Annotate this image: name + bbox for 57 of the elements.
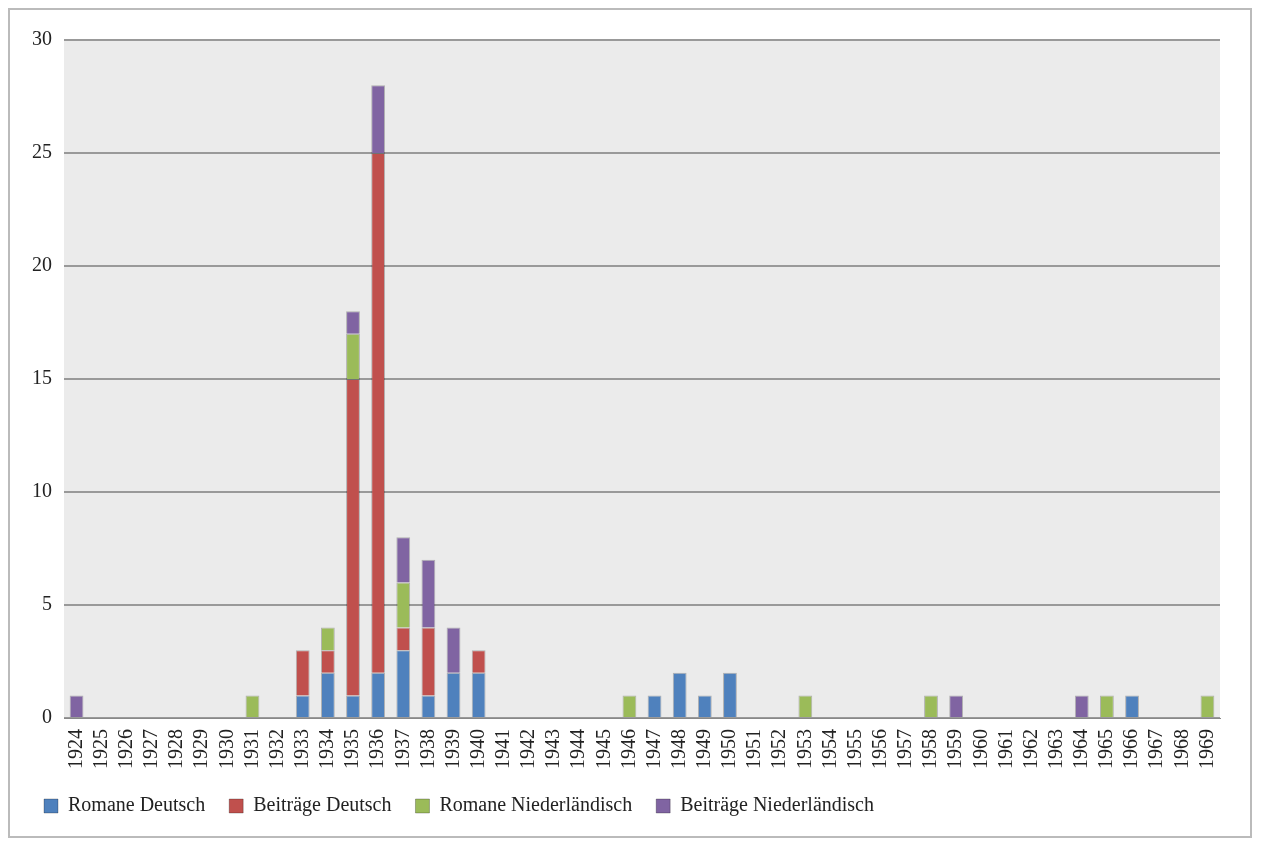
x-tick-label: 1939 xyxy=(440,729,463,769)
x-tick-label: 1937 xyxy=(390,729,413,769)
x-tick-label: 1943 xyxy=(541,729,564,769)
x-tick-label: 1945 xyxy=(591,729,614,769)
legend-label: Romane Deutsch xyxy=(68,793,206,816)
x-tick-label: 1944 xyxy=(566,729,589,769)
x-tick-label: 1956 xyxy=(867,729,890,769)
y-tick-label: 0 xyxy=(42,705,52,728)
x-tick-label: 1964 xyxy=(1069,729,1092,769)
y-tick-label: 10 xyxy=(32,479,52,502)
x-tick-label: 1938 xyxy=(415,729,438,769)
x-tick-label: 1932 xyxy=(264,729,287,769)
legend-label: Beiträge Deutsch xyxy=(253,793,392,817)
x-tick-label: 1961 xyxy=(993,729,1016,769)
x-tick-label: 1942 xyxy=(516,729,539,769)
x-tick-label: 1954 xyxy=(817,729,840,769)
x-tick-label: 1933 xyxy=(289,729,312,769)
x-tick-label: 1952 xyxy=(767,729,790,769)
x-tick-label: 1935 xyxy=(340,729,363,769)
y-tick-label: 15 xyxy=(32,366,52,389)
x-tick-label: 1946 xyxy=(616,729,639,769)
x-tick-label: 1936 xyxy=(365,729,388,769)
x-tick-label: 1957 xyxy=(893,729,916,769)
y-tick-label: 30 xyxy=(32,27,52,50)
y-tick-label: 5 xyxy=(42,592,52,615)
x-tick-label: 1929 xyxy=(189,729,212,769)
legend-label: Beiträge Niederländisch xyxy=(680,793,874,817)
x-tick-label: 1950 xyxy=(717,729,740,769)
x-tick-label: 1968 xyxy=(1169,729,1192,769)
x-tick-label: 1930 xyxy=(214,729,237,769)
y-tick-label: 25 xyxy=(32,140,52,163)
x-tick-label: 1949 xyxy=(692,729,715,769)
x-tick-label: 1927 xyxy=(139,729,162,769)
x-tick-label: 1960 xyxy=(968,729,991,769)
x-tick-label: 1958 xyxy=(918,729,941,769)
x-tick-label: 1924 xyxy=(63,729,86,769)
x-tick-label: 1965 xyxy=(1094,729,1117,769)
y-tick-label: 20 xyxy=(32,253,52,276)
x-tick-label: 1959 xyxy=(943,729,966,769)
x-tick-label: 1963 xyxy=(1043,729,1066,769)
x-tick-label: 1967 xyxy=(1144,729,1167,769)
x-tick-label: 1934 xyxy=(315,729,338,769)
x-tick-label: 1947 xyxy=(641,729,664,769)
x-tick-label: 1926 xyxy=(114,729,137,769)
x-tick-label: 1953 xyxy=(792,729,815,769)
x-tick-label: 1931 xyxy=(239,729,262,769)
x-tick-label: 1966 xyxy=(1119,729,1142,769)
x-tick-label: 1969 xyxy=(1194,729,1217,769)
legend-label: Romane Niederländisch xyxy=(439,793,633,816)
x-tick-label: 1955 xyxy=(842,729,865,769)
x-tick-label: 1928 xyxy=(164,729,187,769)
x-tick-label: 1940 xyxy=(465,729,488,769)
x-tick-label: 1948 xyxy=(666,729,689,769)
x-tick-label: 1951 xyxy=(742,729,765,769)
x-tick-label: 1941 xyxy=(491,729,514,769)
x-tick-label: 1962 xyxy=(1018,729,1041,769)
x-tick-label: 1925 xyxy=(88,729,111,769)
